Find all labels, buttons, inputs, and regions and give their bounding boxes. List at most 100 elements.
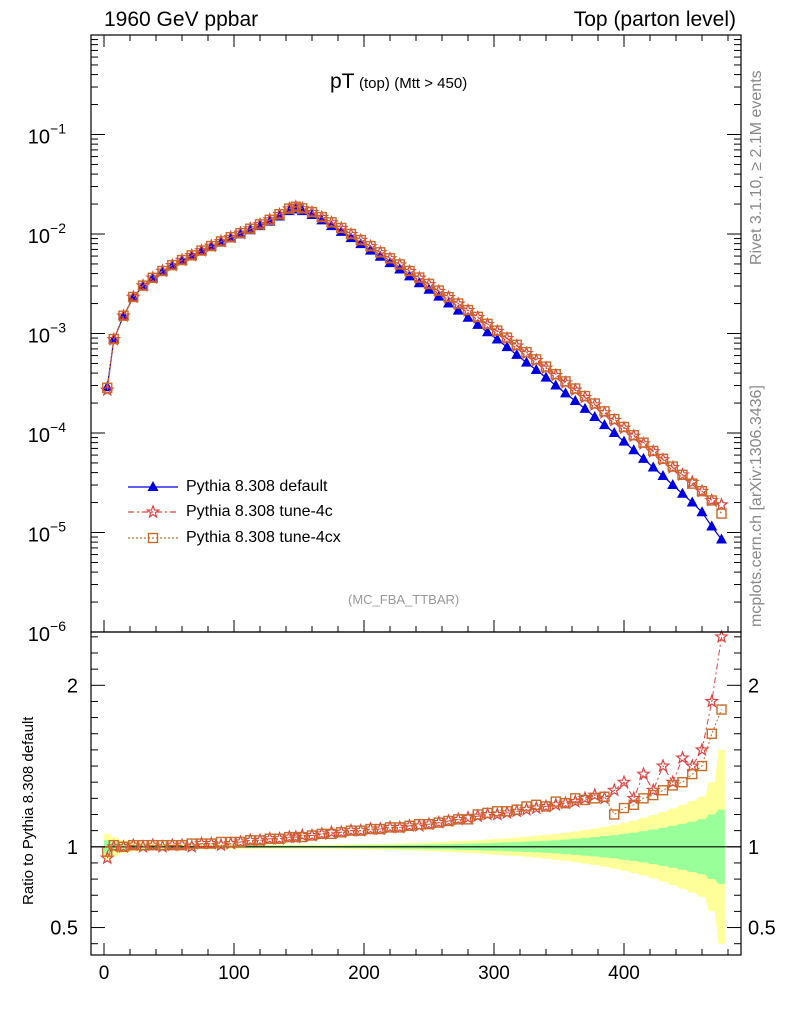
main-point (521, 346, 532, 358)
ratio-point (196, 838, 207, 849)
ratio-point (628, 799, 639, 811)
main-point (394, 259, 405, 270)
ratio-point (657, 785, 669, 796)
ratio-point (560, 797, 571, 809)
ratio-point (384, 822, 396, 833)
ratio-point (696, 760, 708, 772)
ratio-point (675, 750, 690, 765)
y-tick-label: 2 (67, 675, 78, 697)
ratio-point (531, 799, 542, 811)
ratio-point (254, 835, 266, 846)
ratio-point (472, 809, 483, 820)
main-point (482, 318, 493, 330)
ratio-point (655, 758, 671, 773)
y-tick-exponent: −5 (50, 519, 66, 535)
main-point (569, 394, 581, 405)
main-point (599, 419, 610, 430)
ratio-point (108, 839, 119, 851)
plot-title: pT (top) (Mtt > 450) (330, 70, 467, 94)
ratio-point (118, 841, 129, 852)
plot-title-sub2: (Mtt > 450) (394, 75, 468, 92)
main-point (638, 437, 649, 448)
main-point (686, 496, 698, 507)
ratio-point (618, 802, 630, 814)
ratio-point (579, 794, 591, 806)
x-tick-label: 300 (478, 963, 510, 984)
ratio-point (684, 758, 700, 773)
main-point (714, 497, 729, 511)
main-point (443, 291, 454, 303)
main-point (638, 452, 649, 463)
main-point (608, 427, 620, 437)
y-tick-label-right: 0.5 (748, 918, 776, 940)
ratio-point (706, 728, 717, 739)
main-point (264, 214, 275, 225)
main-point (579, 390, 591, 402)
y-tick-label: 1 (67, 837, 78, 859)
main-point (433, 285, 444, 296)
x-axis-ticks: 0 100 200 300 400 (99, 35, 729, 984)
main-y-axis-ticks: 10−6 10−5 10−4 10−3 10−2 10−1 (28, 34, 741, 646)
main-point (628, 444, 640, 455)
main-point (404, 265, 415, 277)
ratio-point (423, 818, 435, 830)
ratio-point (687, 768, 698, 780)
main-point (186, 250, 197, 261)
main-point (530, 363, 542, 374)
main-point (696, 506, 708, 517)
main-point (648, 445, 659, 457)
legend-label-tune-4cx: Pythia 8.308 tune-4cx (186, 529, 341, 546)
ratio-point (636, 766, 651, 781)
ratio-point (667, 780, 678, 791)
legend-marker (145, 504, 161, 519)
mcplots-label: mcplots.cern.ch [arXiv:1306.3436] (748, 385, 765, 627)
main-point (550, 379, 562, 390)
main-point (540, 361, 552, 372)
x-tick-label: 0 (99, 963, 110, 984)
main-point (667, 461, 678, 472)
y-tick-label: 10−3 (28, 320, 66, 348)
ratio-point (264, 833, 275, 844)
main-point (647, 461, 659, 472)
plot-title-main: pT (330, 70, 355, 93)
x-tick-label: 200 (348, 963, 380, 984)
ratio-point (677, 776, 688, 788)
ratio-point (137, 839, 149, 851)
y-tick-label: 10−5 (28, 519, 66, 547)
main-point (108, 333, 119, 345)
ratio-point (501, 806, 513, 817)
ratio-series-2 (102, 704, 727, 857)
y-tick-label: 10−6 (28, 618, 66, 646)
main-point (414, 272, 425, 283)
main-point (365, 240, 376, 252)
y-tick-exponent: −2 (50, 220, 66, 236)
main-series-2 (99, 199, 729, 511)
ratio-point (433, 817, 444, 828)
ratio-point (492, 806, 503, 817)
y-tick-label: 10−1 (28, 121, 66, 149)
ratio-point (443, 815, 454, 827)
main-point (599, 406, 610, 417)
main-point (452, 304, 464, 315)
ratio-point (225, 836, 236, 848)
ratio-point (404, 820, 415, 831)
y-tick-exponent: −6 (50, 618, 66, 634)
main-point (118, 310, 129, 321)
main-point (462, 311, 474, 322)
ratio-point (245, 835, 256, 846)
legend-marker (147, 481, 159, 491)
ratio-point (290, 831, 301, 843)
main-point (550, 368, 561, 380)
ratio-point (599, 791, 610, 802)
main-point (706, 520, 718, 531)
legend-marker (147, 532, 159, 544)
y-tick-exponent: −3 (50, 320, 66, 336)
main-point (102, 382, 113, 393)
ratio-point (102, 846, 113, 857)
main-point (196, 245, 207, 256)
ratio-point (648, 789, 659, 801)
rivet-label: Rivet 3.1.10, ≥ 2.1M events (748, 70, 765, 265)
main-point (284, 203, 295, 214)
main-point (336, 222, 347, 234)
